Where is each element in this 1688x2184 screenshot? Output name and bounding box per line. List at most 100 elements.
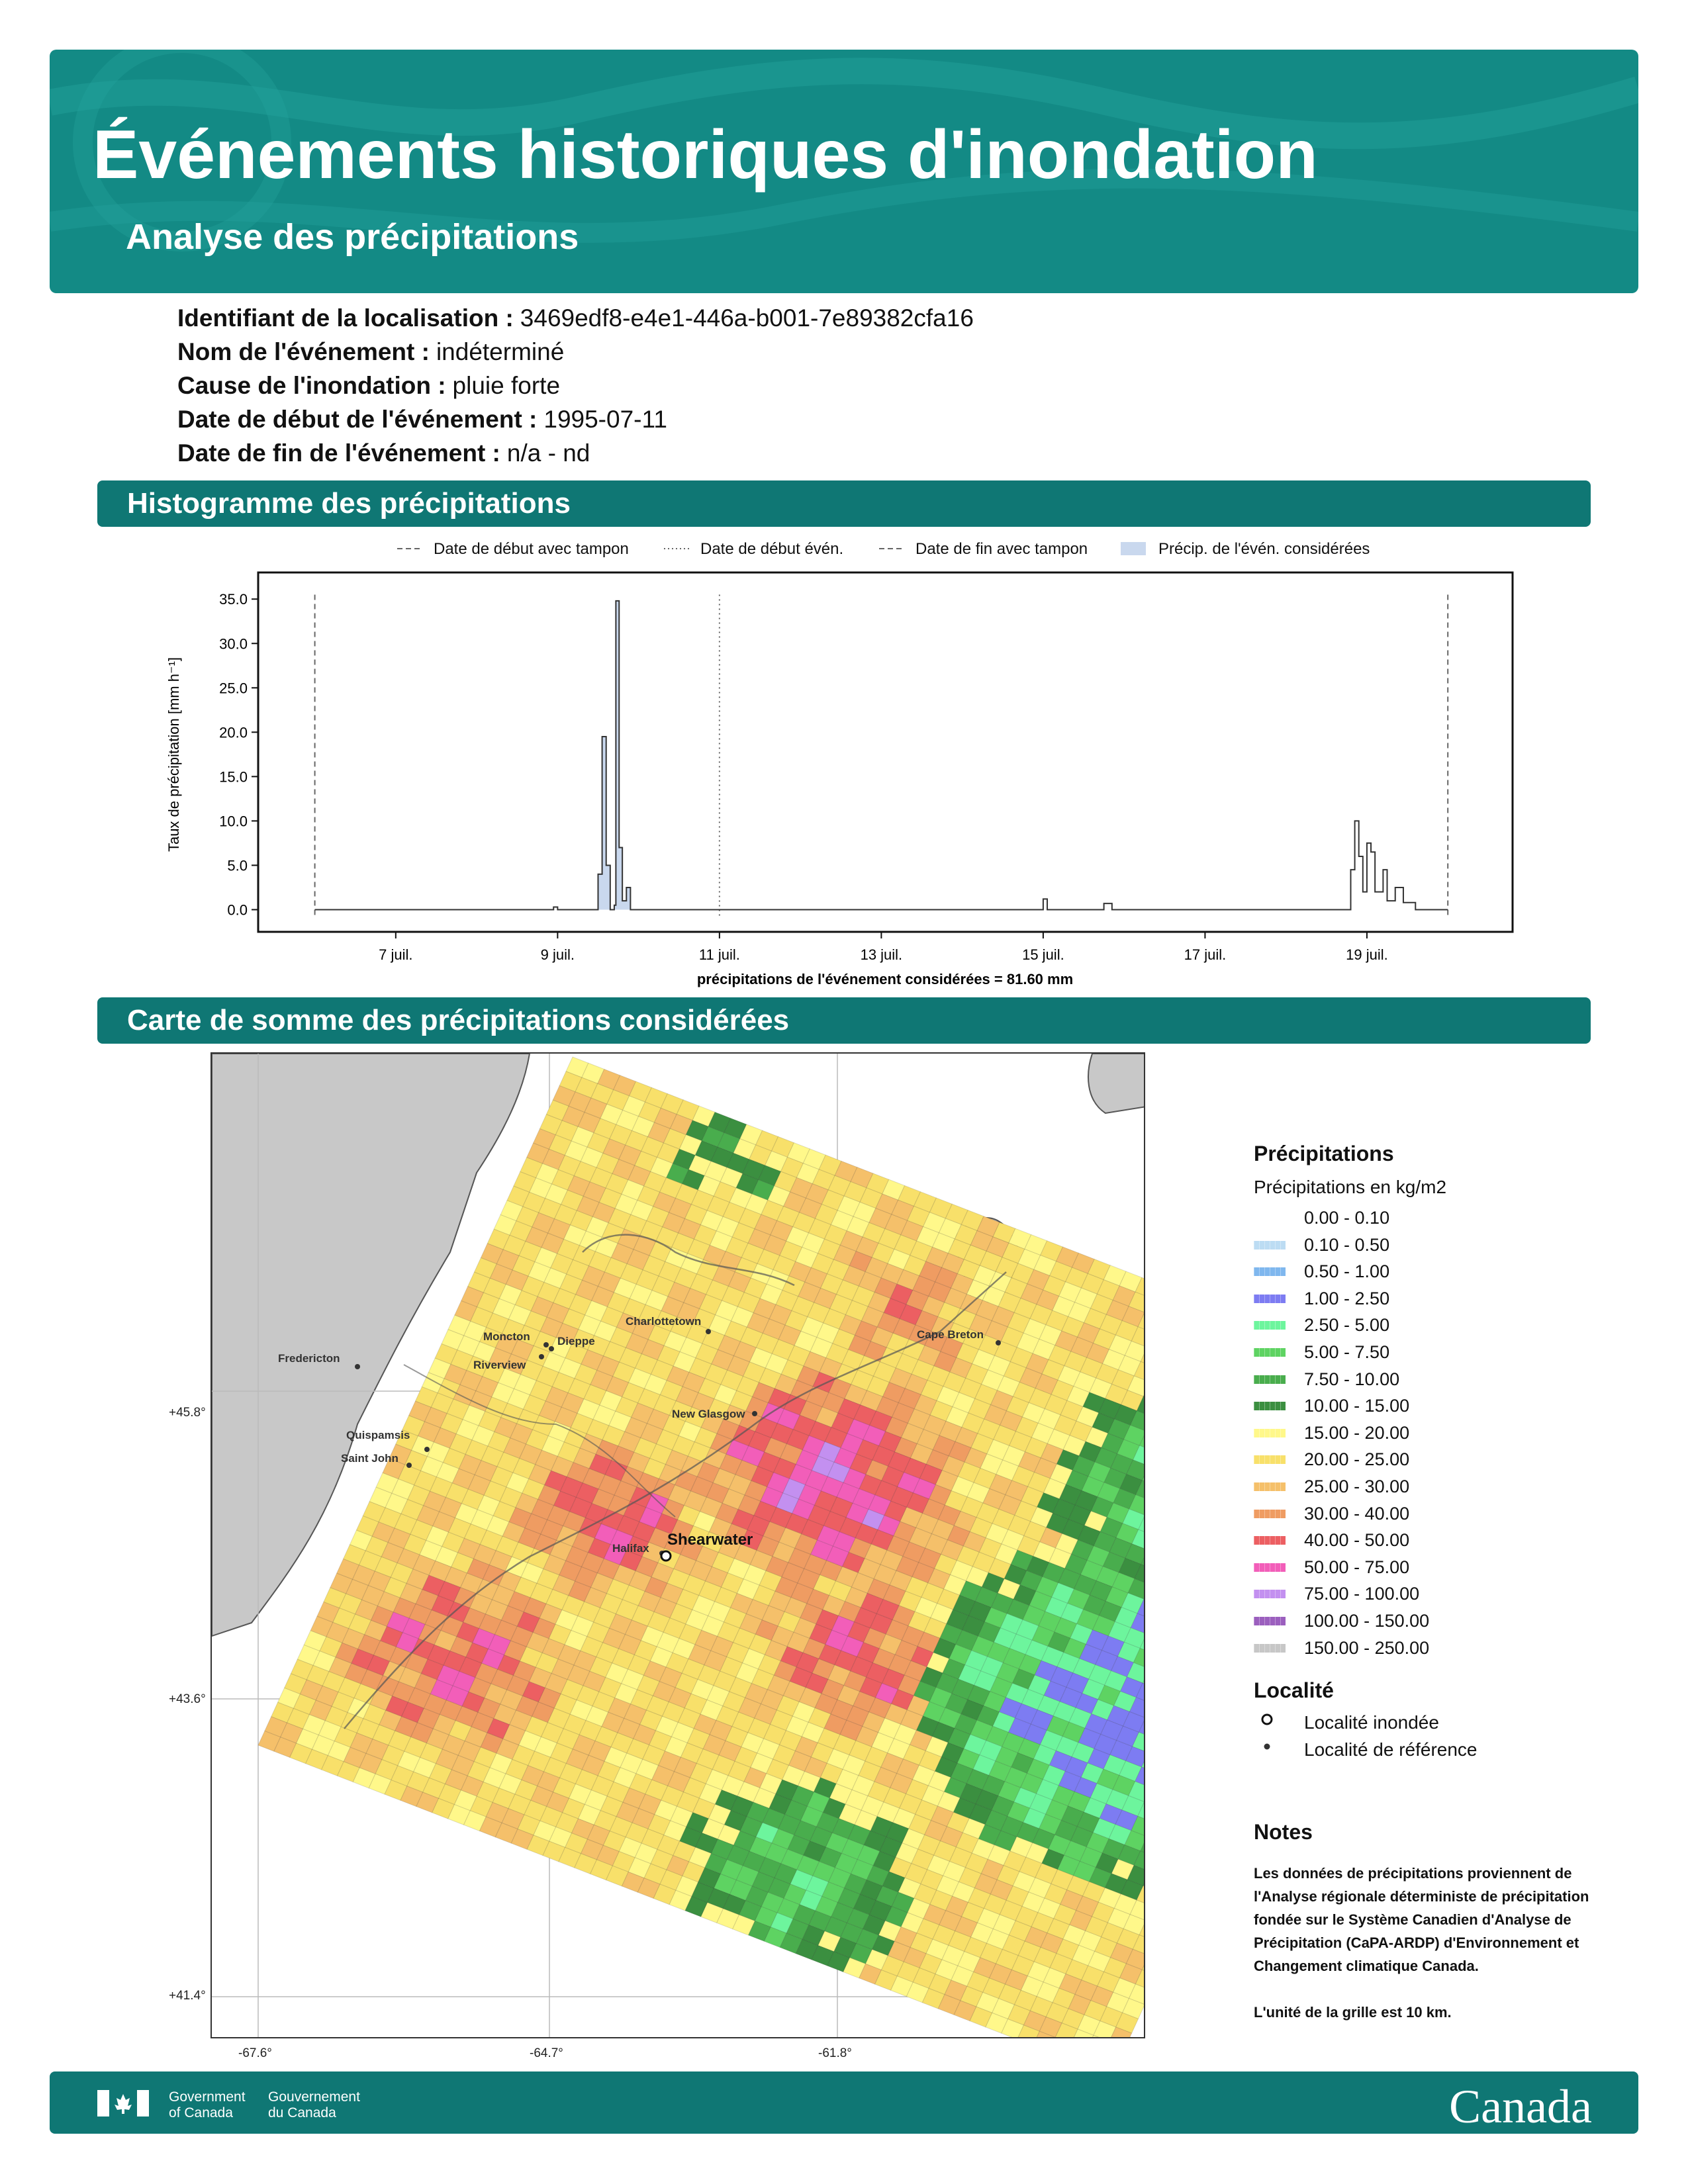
legend-range-label: 2.50 - 5.00	[1304, 1315, 1390, 1336]
histogram-x-axis: 7 juil. 9 juil. 11 juil. 13 juil. 15 juil. 17…	[379, 932, 1388, 963]
histogram-section-title: Histogramme des précipitations	[97, 480, 1591, 527]
grid-cell	[1136, 1396, 1144, 1414]
grid-cell	[1135, 1682, 1144, 1701]
flooded-locality-marker	[660, 1550, 672, 1562]
grid-cell	[1137, 1313, 1144, 1330]
city-dot-quispamsis	[424, 1447, 430, 1452]
legend-entry: 1.00 - 2.50	[1254, 1285, 1624, 1312]
page-title: Événements historiques d'inondation	[93, 116, 1318, 193]
legend-range-label: 10.00 - 15.00	[1304, 1396, 1410, 1416]
event-metadata: Identifiant de la localisation :3469edf8…	[177, 301, 974, 470]
city-dot-dieppe	[549, 1346, 554, 1351]
grid-cell	[1121, 1592, 1144, 1614]
legend-title: Précipitations	[1254, 1142, 1394, 1165]
grid-cell	[1141, 1557, 1144, 1566]
grid-cell	[1129, 1410, 1144, 1431]
legend-entry: 15.00 - 20.00	[1254, 1420, 1624, 1447]
grid-cell	[1125, 1543, 1144, 1565]
x-tick-label: 17 juil.	[1184, 946, 1227, 963]
grid-cell	[1126, 1459, 1144, 1481]
x-tick-label: 15 juil.	[1022, 946, 1064, 963]
metadata-label: Identifiant de la localisation :	[177, 304, 514, 332]
legend-swatch	[1254, 1375, 1286, 1384]
city-dot-riverview	[539, 1354, 544, 1359]
legend-range-label: 50.00 - 75.00	[1304, 1557, 1410, 1577]
grid-cell	[1128, 1983, 1144, 2005]
city-dot-cape-breton	[996, 1340, 1001, 1345]
metadata-value: n/a - nd	[506, 439, 590, 467]
city-label-new-glasgow: New Glasgow	[672, 1408, 745, 1420]
footer-bar: Government of Canada Gouvernement du Can…	[50, 2071, 1638, 2134]
city-dot-new-glasgow	[752, 1411, 757, 1416]
legend-range-label: 100.00 - 150.00	[1304, 1610, 1430, 1631]
legend-swatch	[1254, 1428, 1286, 1437]
map-section-title: Carte de somme des précipitations consid…	[97, 997, 1591, 1044]
grid-cell	[1092, 2034, 1100, 2037]
map-lon-tick: -61.8°	[818, 2046, 852, 2060]
grid-cell	[1143, 1884, 1144, 1887]
grid-cell	[1131, 1326, 1144, 1347]
legend-range-label: 150.00 - 250.00	[1304, 1637, 1430, 1658]
banner-wave-decoration	[50, 50, 1638, 251]
grid-cell	[1138, 1720, 1144, 1735]
grid-cell	[1124, 1340, 1144, 1362]
legend-entry: 30.00 - 40.00	[1254, 1500, 1624, 1527]
metadata-value: pluie forte	[452, 372, 561, 399]
grid-cell	[1131, 1529, 1144, 1549]
grid-cell	[1123, 1711, 1144, 1733]
city-label-moncton: Moncton	[483, 1330, 530, 1343]
legend-event-precip-swatch	[1121, 542, 1146, 555]
locality-flooded-label: Localité inondée	[1304, 1712, 1439, 1733]
legend-swatch	[1254, 1563, 1286, 1572]
grid-cell	[1121, 1795, 1144, 1817]
grid-cell	[1139, 1924, 1144, 1937]
grid-cell	[1128, 1291, 1144, 1313]
locality-title: Localité	[1254, 1678, 1334, 1703]
grid-cell	[1143, 1394, 1144, 1397]
x-tick-label: 9 juil.	[541, 946, 575, 963]
y-tick-label: 25.0	[219, 680, 248, 696]
land-newfoundland	[1088, 1054, 1144, 1115]
y-tick-label: 35.0	[219, 591, 248, 608]
grid-cell	[1133, 1850, 1144, 1870]
legend-range-label: 7.50 - 10.00	[1304, 1369, 1400, 1389]
legend-entry: 0.00 - 0.10	[1254, 1205, 1624, 1232]
legend-entry: 0.10 - 0.50	[1254, 1232, 1624, 1259]
city-label-cape-breton: Cape Breton	[917, 1328, 984, 1341]
city-label-riverview: Riverview	[473, 1359, 526, 1371]
canada-flag-icon	[97, 2090, 149, 2116]
grid-cell	[1140, 1353, 1144, 1363]
notes-title: Notes	[1254, 1820, 1313, 1844]
grid-cell	[1127, 1864, 1144, 1886]
grid-cell	[1137, 1801, 1144, 1819]
city-label-saint-john: Saint John	[341, 1452, 399, 1465]
coastline-pei	[582, 1234, 795, 1287]
map-lat-tick: +43.6°	[169, 1692, 206, 1706]
grid-cell	[1135, 1766, 1144, 1786]
locality-reference-entry: Localité de référence	[1254, 1737, 1624, 1764]
x-tick-label: 7 juil.	[379, 946, 412, 963]
legend-range-label: 40.00 - 50.00	[1304, 1530, 1410, 1551]
legend-range-label: 0.50 - 1.00	[1304, 1261, 1390, 1282]
locality-reference-label: Localité de référence	[1304, 1739, 1477, 1760]
histogram-date-markers	[314, 594, 1449, 919]
grid-cell	[1141, 1761, 1144, 1768]
map-lon-tick: -64.7°	[530, 2046, 563, 2060]
histogram-plot-area	[257, 571, 1514, 933]
grid-cell	[1133, 1361, 1144, 1381]
precipitation-legend: Précipitations Précipitations en kg/m2 0…	[1254, 1142, 1624, 1763]
x-tick-label: 11 juil.	[699, 946, 740, 963]
y-tick-label: 0.0	[227, 901, 248, 918]
locality-flooded-entry: Localité inondée	[1254, 1709, 1624, 1737]
histogram-legend: Date de début avec tampon Date de début …	[397, 540, 1370, 558]
precipitation-histogram: Date de début avec tampon Date de début …	[165, 540, 1514, 987]
grid-cell	[1123, 1424, 1144, 1446]
legend-range-label: 75.00 - 100.00	[1304, 1584, 1420, 1604]
land-new-brunswick	[212, 1054, 531, 1637]
grid-cell	[1132, 1731, 1144, 1752]
reference-marker-icon	[1264, 1743, 1270, 1750]
grid-cell	[1125, 1746, 1144, 1768]
legend-buffer-end-label: Date de fin avec tampon	[915, 540, 1088, 558]
grid-cell	[1129, 1494, 1144, 1516]
grid-cell	[1135, 1479, 1144, 1498]
